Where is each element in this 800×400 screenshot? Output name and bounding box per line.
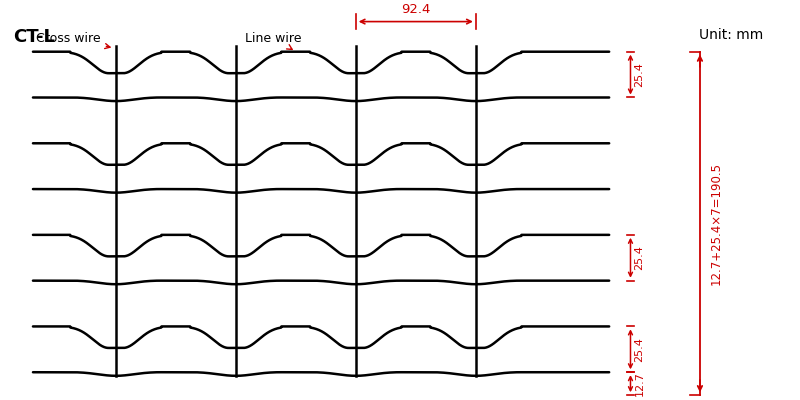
Text: 25.4: 25.4 <box>634 337 645 362</box>
Text: 12.7: 12.7 <box>634 371 645 396</box>
Text: CT-L: CT-L <box>14 28 55 46</box>
Text: 25.4: 25.4 <box>634 62 645 87</box>
Text: 92.4: 92.4 <box>401 3 430 16</box>
Text: Line wire: Line wire <box>246 32 302 50</box>
Text: Unit: mm: Unit: mm <box>699 28 763 42</box>
Text: Cross wire: Cross wire <box>36 32 110 48</box>
Text: 12.7+25.4×7=190.5: 12.7+25.4×7=190.5 <box>710 162 722 285</box>
Text: 25.4: 25.4 <box>634 245 645 270</box>
